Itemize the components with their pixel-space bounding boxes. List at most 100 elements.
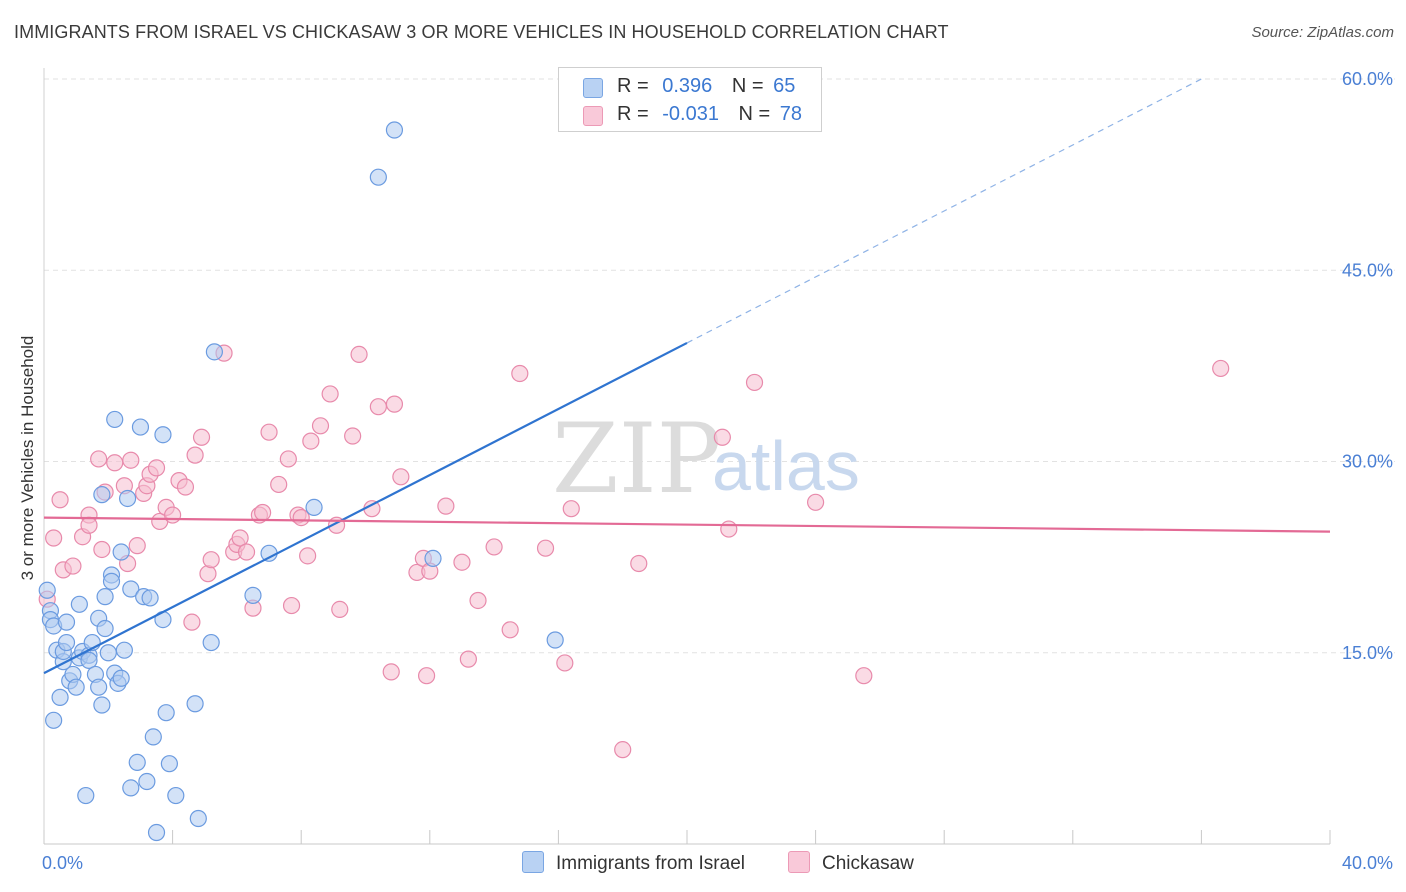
israel-point <box>189 809 207 828</box>
legend-n-label: N = <box>738 103 771 125</box>
israel-point <box>128 753 146 772</box>
grid-lines <box>44 78 1395 654</box>
legend-n-value: 65 <box>773 75 796 97</box>
israel-point <box>80 651 98 670</box>
series-label-israel: Immigrants from Israel <box>556 853 745 874</box>
israel-point <box>186 695 204 713</box>
israel-point <box>118 489 137 508</box>
chickasaw-point <box>260 423 278 441</box>
chickasaw-point <box>128 537 146 555</box>
series-label-chickasaw: Chickasaw <box>822 853 914 874</box>
y-axis-label: 3 or more Vehicles in Household <box>18 336 37 581</box>
chickasaw-point <box>485 538 503 556</box>
chickasaw-point <box>311 417 330 435</box>
chickasaw-point <box>392 468 410 486</box>
chickasaw-point <box>501 621 519 639</box>
israel-point <box>154 426 172 444</box>
israel-point <box>138 772 156 791</box>
israel-point <box>424 549 442 568</box>
israel-point <box>260 544 278 562</box>
chickasaw-point <box>417 667 436 685</box>
israel-trend-extension <box>686 78 1202 344</box>
watermark-atlas-text: atlas <box>712 427 860 505</box>
israel-point <box>205 343 223 361</box>
israel-point <box>45 711 63 729</box>
israel-trend-line <box>43 341 688 675</box>
legend-swatch-pink <box>583 106 603 126</box>
israel-point <box>99 644 117 662</box>
series-legend-chickasaw: Chickasaw <box>788 851 914 875</box>
legend-r-label: R = <box>617 103 649 125</box>
chickasaw-point <box>344 427 362 445</box>
correlation-legend: R = 0.396 N = 65 R = -0.031 N = 78 <box>558 67 822 132</box>
chickasaw-point <box>51 491 69 509</box>
chickasaw-point <box>80 516 98 534</box>
chickasaw-point <box>720 520 738 538</box>
israel-point <box>57 613 76 631</box>
legend-n-label: N = <box>731 75 764 97</box>
israel-point <box>202 633 220 652</box>
x-tick-label: 40.0% <box>1342 853 1393 873</box>
chickasaw-point <box>237 543 256 561</box>
chickasaw-point <box>122 451 140 469</box>
israel-point <box>67 678 85 696</box>
israel-point <box>369 168 387 186</box>
legend-row-chickasaw: R = -0.031 N = 78 <box>559 101 821 129</box>
israel-point <box>144 728 162 746</box>
chickasaw-point <box>855 667 873 685</box>
source-label: Source: ZipAtlas.com <box>1251 24 1394 41</box>
chickasaw-point <box>630 554 648 573</box>
chickasaw-point <box>299 547 317 565</box>
chickasaw-point <box>176 478 195 496</box>
chickasaw-point <box>93 540 111 559</box>
israel-point <box>93 696 111 714</box>
chickasaw-trend-line <box>43 516 1331 533</box>
chickasaw-point <box>202 551 220 569</box>
chickasaw-point <box>331 600 349 619</box>
chickasaw-point <box>745 373 764 392</box>
legend-row-israel: R = 0.396 N = 65 <box>559 73 821 101</box>
legend-n-value: 78 <box>779 103 803 125</box>
series-legend-israel: Immigrants from Israel <box>522 851 745 875</box>
chickasaw-point <box>713 428 731 446</box>
chickasaw-point <box>614 741 632 759</box>
israel-point <box>131 418 150 436</box>
chickasaw-point <box>562 500 580 518</box>
y-tick-label: 45.0% <box>1342 260 1393 280</box>
chickasaw-point <box>806 493 825 511</box>
israel-point <box>305 498 323 516</box>
chickasaw-point <box>302 432 320 450</box>
israel-point <box>147 823 166 842</box>
chickasaw-points <box>38 344 1230 759</box>
chickasaw-point <box>199 565 217 583</box>
chickasaw-point <box>292 508 310 527</box>
chickasaw-point <box>282 596 301 615</box>
chickasaw-point <box>45 529 63 547</box>
israel-point <box>57 633 76 652</box>
x-tick-label: 0.0% <box>42 853 83 873</box>
israel-point <box>77 786 95 805</box>
chickasaw-point <box>164 506 182 524</box>
trend-lines <box>43 78 1331 675</box>
chickasaw-point <box>536 539 555 557</box>
chickasaw-point <box>469 591 487 610</box>
israel-point <box>546 631 564 649</box>
y-tick-labels: 15.0% 30.0% 45.0% 60.0% <box>1342 69 1393 663</box>
israel-point <box>96 619 114 638</box>
legend-r-value: 0.396 <box>662 75 713 97</box>
legend-r-value: -0.031 <box>662 103 719 125</box>
chickasaw-point <box>106 454 124 472</box>
y-tick-label: 30.0% <box>1342 452 1393 472</box>
chickasaw-point <box>231 529 249 547</box>
chickasaw-point <box>90 450 108 468</box>
chickasaw-point <box>147 459 166 477</box>
chickasaw-point <box>254 503 272 522</box>
chickasaw-point <box>453 553 471 571</box>
israel-point <box>122 779 140 797</box>
israel-point <box>38 581 56 599</box>
watermark: ZIP atlas <box>552 403 860 515</box>
chickasaw-point <box>556 654 574 672</box>
series-swatch-blue <box>522 851 544 873</box>
israel-point <box>167 786 185 805</box>
